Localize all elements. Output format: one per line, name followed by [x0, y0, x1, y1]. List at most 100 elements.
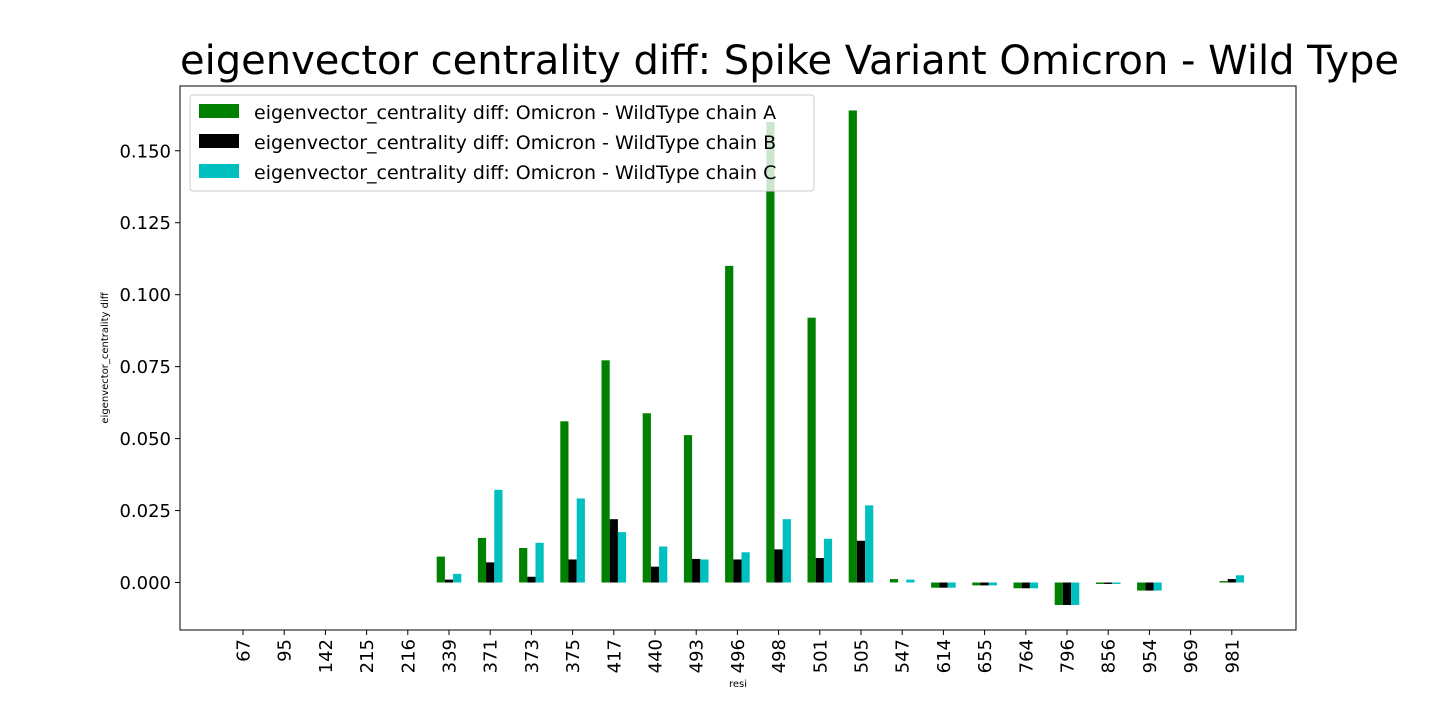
bar-chain-c-371 [494, 489, 503, 583]
y-tick-label: 0.075 [119, 357, 171, 378]
x-tick-label: 373 [522, 639, 543, 673]
bar-chain-b-440 [650, 566, 660, 583]
bar-chain-a-764 [1013, 582, 1022, 589]
y-tick-label: 0.100 [119, 285, 171, 306]
bar-chain-a-493 [683, 435, 693, 583]
bar-chain-b-981 [1227, 579, 1236, 583]
bar-chain-a-655 [972, 582, 981, 586]
bar-chain-a-796 [1054, 582, 1063, 605]
bar-chain-a-373 [519, 547, 528, 583]
chart-title: eigenvector centrality diff: Spike Varia… [180, 38, 1400, 84]
bar-chain-c-614 [947, 582, 956, 588]
bar-chain-b-614 [939, 582, 948, 588]
bar-chain-c-501 [823, 538, 833, 583]
y-tick-label: 0.125 [119, 213, 171, 234]
x-tick-label: 371 [481, 639, 502, 673]
bar-chain-b-417 [609, 519, 618, 583]
bar-chain-b-339 [444, 579, 454, 583]
legend-label-chain-b: eigenvector_centrality diff: Omicron - W… [254, 132, 776, 154]
y-tick-label: 0.025 [119, 501, 171, 522]
bar-chain-a-954 [1137, 582, 1146, 591]
bar-chain-a-371 [477, 537, 487, 583]
x-tick-label: 417 [604, 639, 625, 673]
x-tick-label: 547 [893, 639, 914, 673]
bar-chain-a-375 [560, 421, 569, 583]
bar-chain-b-764 [1021, 582, 1030, 589]
bar-chain-a-614 [931, 582, 940, 588]
bar-chain-b-655 [980, 582, 989, 586]
y-tick-label: 0.150 [119, 141, 171, 162]
x-tick-label: 493 [687, 639, 708, 673]
x-tick-label: 764 [1016, 639, 1037, 673]
bar-chain-b-371 [486, 562, 495, 583]
bar-chain-b-373 [527, 576, 536, 583]
legend-swatch-chain-b [199, 134, 239, 148]
y-tick-label: 0.050 [119, 429, 171, 450]
x-axis-label: resi [729, 679, 747, 690]
bar-chain-a-498 [766, 121, 775, 583]
legend-label-chain-c: eigenvector_centrality diff: Omicron - W… [254, 162, 776, 184]
y-tick-label: 0.000 [119, 573, 171, 594]
bar-chain-c-796 [1071, 582, 1080, 605]
bar-chain-c-981 [1235, 575, 1245, 583]
x-tick-label: 614 [934, 639, 955, 673]
x-tick-label: 856 [1099, 639, 1120, 673]
bar-chain-b-501 [815, 558, 824, 583]
bar-chain-b-856 [1104, 582, 1113, 584]
legend-label-chain-a: eigenvector_centrality diff: Omicron - W… [254, 102, 776, 124]
legend-swatch-chain-c [199, 164, 239, 178]
bar-chain-c-655 [988, 582, 997, 586]
bar-chain-c-954 [1153, 582, 1162, 591]
x-tick-label: 796 [1058, 639, 1079, 673]
plot-frame [179, 85, 1297, 631]
bar-chain-a-981 [1219, 581, 1228, 583]
bars-layer [436, 110, 1245, 605]
bar-chain-a-440 [642, 413, 651, 583]
x-tick-label: 501 [810, 639, 831, 673]
bar-chain-c-417 [617, 532, 627, 583]
legend-box [189, 94, 815, 192]
bar-chain-c-493 [700, 559, 709, 583]
bar-chain-c-505 [865, 505, 874, 583]
bar-chain-c-339 [453, 573, 462, 583]
bar-chain-b-954 [1145, 582, 1154, 591]
bar-chain-a-505 [848, 110, 857, 583]
x-tick-label: 440 [646, 639, 667, 673]
bar-chain-c-440 [659, 546, 668, 583]
x-tick-label: 375 [563, 639, 584, 673]
x-axis: 67 95 142 215 216 339 371 373 375 417 440 493 496 498… [234, 630, 1243, 673]
x-tick-label: 142 [316, 639, 337, 673]
bar-chain-a-856 [1095, 582, 1105, 584]
x-tick-label: 954 [1140, 639, 1161, 673]
bar-chain-b-505 [856, 540, 866, 583]
x-tick-label: 339 [440, 639, 461, 673]
bar-chain-b-498 [774, 549, 783, 583]
bar-chain-c-547 [906, 579, 915, 583]
x-tick-label: 505 [852, 639, 873, 673]
y-axis: 0.000 0.025 0.050 0.075 0.100 0.125 0.150 [119, 141, 180, 594]
x-tick-label: 216 [398, 639, 419, 673]
bar-chain-c-375 [576, 498, 585, 583]
bar-chain-a-501 [807, 317, 816, 583]
x-tick-label: 67 [234, 639, 255, 662]
x-tick-label: 496 [728, 639, 749, 673]
bar-chain-a-496 [725, 265, 734, 583]
legend-swatch-chain-a [199, 104, 239, 118]
bar-chain-b-375 [568, 559, 577, 583]
legend: eigenvector_centrality diff: Omicron - W… [189, 94, 815, 192]
bar-chain-a-417 [601, 360, 610, 583]
x-tick-label: 215 [357, 639, 378, 673]
x-tick-label: 655 [975, 639, 996, 673]
bar-chain-c-373 [535, 542, 544, 583]
x-tick-label: 498 [769, 639, 790, 673]
x-tick-label: 969 [1181, 639, 1202, 673]
x-tick-label: 95 [275, 639, 296, 662]
x-tick-label: 981 [1222, 639, 1243, 673]
bar-chain-a-547 [889, 579, 899, 583]
bar-chain-c-856 [1112, 582, 1121, 584]
bar-chain-c-496 [741, 552, 750, 583]
y-axis-label: eigenvector_centrality diff [100, 291, 111, 423]
bar-chain-b-493 [692, 558, 701, 583]
bar-chain-c-764 [1029, 582, 1039, 589]
